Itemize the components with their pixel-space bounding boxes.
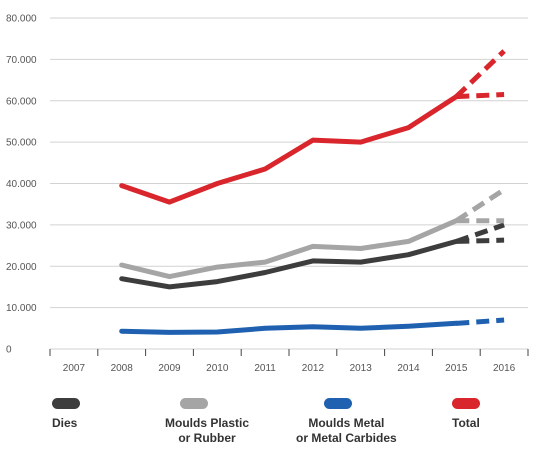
projection-line-moulds-metal-or-metal-carbides-1 — [456, 317, 505, 326]
line-chart: 0 10.000 20.000 30.000 40.000 50.000 60.000 70.… — [6, 14, 529, 374]
legend-item-total: Total — [452, 398, 480, 431]
series-line-dies — [119, 238, 459, 290]
legend-item-moulds-metal: Moulds Metal or Metal Carbides — [296, 398, 397, 446]
legend-label-total: Total — [452, 416, 480, 430]
x-tick-label: 2010 — [206, 363, 229, 374]
projection-line-moulds-plastic-or-rubber-1 — [454, 187, 506, 223]
series-line-moulds-metal-or-metal-carbides — [119, 320, 459, 335]
series-lines — [119, 49, 506, 335]
projection-line-dies-1 — [455, 222, 505, 244]
y-tick-label: 30.000 — [6, 220, 37, 231]
y-tick-label: 40.000 — [6, 179, 37, 190]
y-tick-label: 80.000 — [6, 14, 37, 25]
legend-item-moulds-plastic: Moulds Plastic or Rubber — [165, 398, 249, 446]
legend-label-moulds-metal: Moulds Metal — [308, 416, 385, 430]
x-tick-label: 2016 — [493, 363, 516, 374]
y-tick-label: 60.000 — [6, 96, 37, 107]
legend-item-dies: Dies — [52, 398, 80, 431]
projection-line-dies-2 — [456, 237, 505, 244]
x-tick-label: 2014 — [397, 363, 420, 374]
x-tick-label: 2015 — [445, 363, 468, 374]
x-tick-label: 2013 — [350, 363, 373, 374]
legend-swatch-dies — [52, 398, 80, 409]
y-tick-label: 70.000 — [6, 55, 37, 66]
x-tick-label: 2012 — [302, 363, 325, 374]
legend-label-moulds-plastic: Moulds Plastic — [165, 416, 250, 430]
projection-line-total-2 — [456, 92, 505, 100]
projection-line-total-1 — [454, 49, 506, 99]
y-axis-ticks: 0 10.000 20.000 30.000 40.000 50.000 60.000 70.… — [6, 14, 37, 356]
x-tick-label: 2008 — [111, 363, 134, 374]
legend-label-moulds-plastic-line2: or Rubber — [178, 431, 236, 445]
x-tick-label: 2011 — [254, 363, 276, 374]
legend-swatch-total — [452, 398, 480, 409]
x-tick-label: 2009 — [158, 363, 181, 374]
y-tick-label: 50.000 — [6, 138, 37, 149]
y-tick-label: 0 — [6, 345, 12, 356]
legend-swatch-moulds-plastic — [180, 398, 208, 409]
legend-swatch-moulds-metal — [324, 398, 352, 409]
x-axis: 2007 2008 2009 2010 2011 2012 2013 2014 2015 2016 — [49, 349, 529, 374]
series-line-moulds-plastic-or-rubber — [119, 218, 459, 280]
series-line-total — [119, 94, 459, 205]
x-tick-label: 2007 — [63, 363, 86, 374]
legend-label-moulds-metal-line2: or Metal Carbides — [296, 431, 397, 445]
y-tick-label: 20.000 — [6, 262, 37, 273]
y-tick-label: 10.000 — [6, 303, 37, 314]
legend-label-dies: Dies — [52, 416, 78, 430]
